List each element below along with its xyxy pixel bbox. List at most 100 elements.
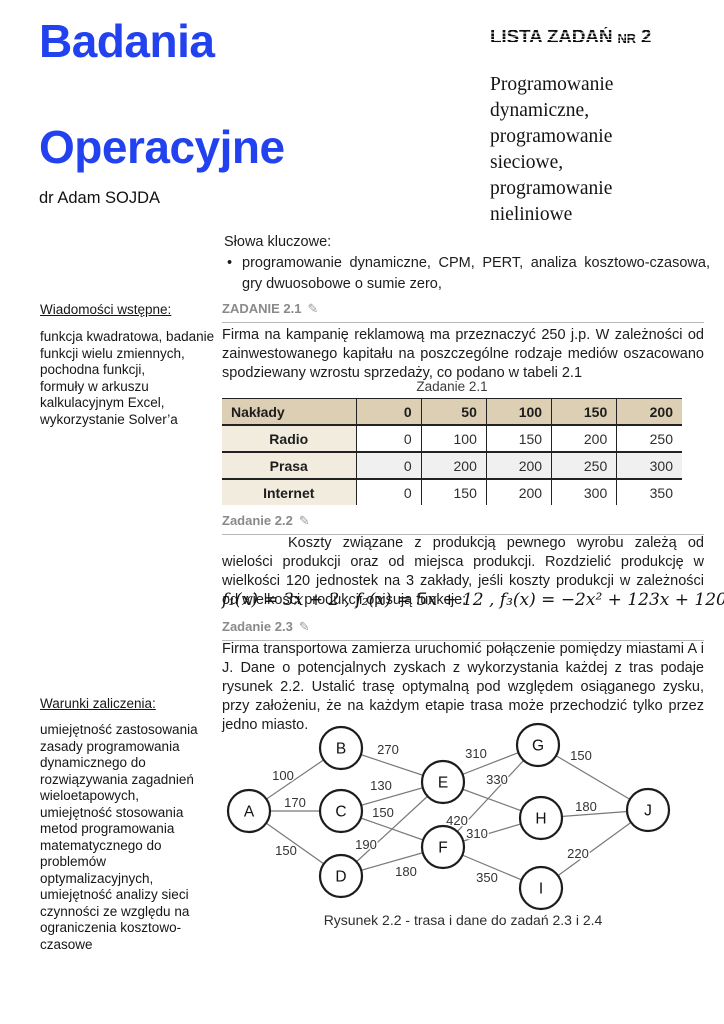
section-divider bbox=[222, 322, 704, 323]
node-I bbox=[518, 865, 564, 911]
cell-value: 200 bbox=[485, 479, 552, 505]
pencil-icon: ✎ bbox=[298, 513, 310, 528]
edge-label-C-E: 130 bbox=[370, 778, 392, 793]
sidebar-heading-wiadomosci: Wiadomości wstępne: bbox=[40, 302, 172, 317]
node-label-G: G bbox=[532, 738, 544, 755]
table-header-0: 0 bbox=[355, 398, 422, 425]
edge-label-A-D: 150 bbox=[275, 843, 297, 858]
node-label-J: J bbox=[644, 803, 652, 820]
table-header-200: 200 bbox=[616, 398, 682, 425]
node-C bbox=[318, 788, 364, 834]
node-label-E: E bbox=[438, 775, 448, 792]
edge-label-D-F: 180 bbox=[395, 864, 417, 879]
section-divider bbox=[222, 534, 704, 535]
row-label-radio: Radio bbox=[222, 425, 356, 452]
cell-value: 200 bbox=[485, 452, 552, 479]
node-J bbox=[625, 787, 671, 833]
topics-list: Programowanie dynamiczne, programowanie … bbox=[490, 74, 614, 225]
edge-label-C-F: 150 bbox=[372, 805, 394, 820]
author-name: dr Adam SOJDA bbox=[39, 189, 161, 207]
cell-value: 0 bbox=[355, 425, 422, 452]
task-2-2-heading: Zadanie 2.2 ✎ bbox=[222, 513, 704, 535]
page-title-line2: Operacyjne bbox=[39, 121, 285, 173]
bullet-icon: • bbox=[227, 255, 233, 271]
cell-value: 100 bbox=[420, 425, 487, 452]
node-E bbox=[420, 759, 466, 805]
node-label-B: B bbox=[336, 741, 346, 758]
table-row: Prasa 0 200 200 250 300 bbox=[222, 452, 682, 479]
media-costs-table: Nakłady 0 50 100 150 200 Radio 0 100 150… bbox=[222, 398, 682, 505]
node-label-F: F bbox=[438, 840, 447, 857]
task-2-2-title: Zadanie 2.2 bbox=[222, 513, 293, 528]
keywords-block: Słowa kluczowe: • programowanie dynamicz… bbox=[224, 232, 710, 295]
cell-value: 200 bbox=[551, 425, 617, 452]
table-header-50: 50 bbox=[420, 398, 487, 425]
cell-value: 200 bbox=[420, 452, 487, 479]
node-F bbox=[420, 824, 466, 870]
node-label-D: D bbox=[335, 869, 346, 886]
node-B bbox=[318, 725, 364, 771]
node-label-H: H bbox=[535, 811, 546, 828]
node-label-C: C bbox=[335, 804, 346, 821]
page-title-line1: Badania bbox=[39, 15, 215, 67]
node-A bbox=[226, 788, 272, 834]
node-H bbox=[518, 795, 564, 841]
cell-value: 300 bbox=[616, 452, 682, 479]
table-header-naklady: Nakłady bbox=[222, 398, 356, 425]
stamp-nr-text: NR bbox=[617, 31, 636, 46]
sidebar-body-warunki: umiejętność zastosowania zasady programo… bbox=[40, 722, 198, 952]
table-header-100: 100 bbox=[485, 398, 552, 425]
table-caption: Zadanie 2.1 bbox=[416, 379, 488, 394]
edge-label-E-G: 310 bbox=[465, 746, 487, 761]
cell-value: 250 bbox=[616, 425, 682, 452]
edge-label-A-B: 100 bbox=[272, 768, 294, 783]
task-2-3-text: Firma transportowa zamierza uruchomić po… bbox=[222, 641, 704, 733]
edge-label-F-G: 420 bbox=[446, 813, 468, 828]
cell-value: 300 bbox=[551, 479, 617, 505]
node-G bbox=[515, 722, 561, 768]
keywords-label: Słowa kluczowe: bbox=[224, 234, 332, 250]
task-2-3-heading: Zadanie 2.3 ✎ bbox=[222, 619, 704, 641]
edge-label-B-E: 270 bbox=[377, 742, 399, 757]
section-divider bbox=[222, 640, 704, 641]
pencil-icon: ✎ bbox=[307, 301, 319, 316]
node-label-A: A bbox=[244, 804, 255, 821]
node-label-I: I bbox=[539, 881, 543, 898]
task-2-1-title: ZADANIE 2.1 bbox=[222, 301, 302, 316]
row-label-prasa: Prasa bbox=[222, 452, 356, 479]
edge-label-F-I: 350 bbox=[476, 870, 498, 885]
edge-D-E bbox=[340, 781, 444, 877]
cell-value: 250 bbox=[551, 452, 617, 479]
edge-label-A-C: 170 bbox=[284, 795, 306, 810]
edge-label-D-E: 190 bbox=[355, 837, 377, 852]
task-2-2-text: Koszty związane z produkcją pewnego wyro… bbox=[222, 535, 704, 608]
figure-caption: Rysunek 2.2 - trasa i dane do zadań 2.3 … bbox=[323, 912, 603, 928]
table-header-row: Nakłady 0 50 100 150 200 bbox=[222, 398, 682, 425]
table-row: Radio 0 100 150 200 250 bbox=[222, 425, 682, 452]
route-network-diagram: 1001701502701301501901803103304203103501… bbox=[226, 722, 671, 911]
sidebar-heading-warunki: Warunki zaliczenia: bbox=[40, 696, 156, 711]
task-2-1-text: Firma na kampanię reklamową ma przeznacz… bbox=[222, 327, 704, 381]
sidebar-body-wiadomosci: funkcja kwadratowa, badanie funkcji wiel… bbox=[40, 329, 215, 427]
keywords-item: • programowanie dynamiczne, CPM, PERT, a… bbox=[224, 253, 710, 295]
pencil-icon: ✎ bbox=[298, 619, 310, 634]
keywords-text: programowanie dynamiczne, CPM, PERT, ana… bbox=[242, 255, 710, 292]
table-row: Internet 0 150 200 300 350 bbox=[222, 479, 682, 505]
task-list-stamp: LISTA ZADAŃ NR 2 bbox=[490, 27, 652, 49]
task-2-1-heading: ZADANIE 2.1 ✎ bbox=[222, 301, 704, 323]
cell-value: 150 bbox=[485, 425, 552, 452]
edge-label-F-H: 310 bbox=[466, 826, 488, 841]
edge-label-H-J: 180 bbox=[575, 799, 597, 814]
cost-functions-formula: f₁(x) = 3x + 2 , f₂(x) = 5x + 12 , f₃(x)… bbox=[222, 590, 724, 610]
stamp-number: 2 bbox=[640, 27, 652, 48]
task-2-3-title: Zadanie 2.3 bbox=[222, 619, 293, 634]
edge-label-I-J: 220 bbox=[567, 846, 589, 861]
stamp-main-text: LISTA ZADAŃ bbox=[490, 27, 613, 48]
node-D bbox=[318, 853, 364, 899]
table-header-150: 150 bbox=[551, 398, 617, 425]
cell-value: 350 bbox=[616, 479, 682, 505]
cell-value: 0 bbox=[355, 452, 422, 479]
edge-label-G-J: 150 bbox=[570, 748, 592, 763]
edge-label-E-H: 330 bbox=[486, 772, 508, 787]
